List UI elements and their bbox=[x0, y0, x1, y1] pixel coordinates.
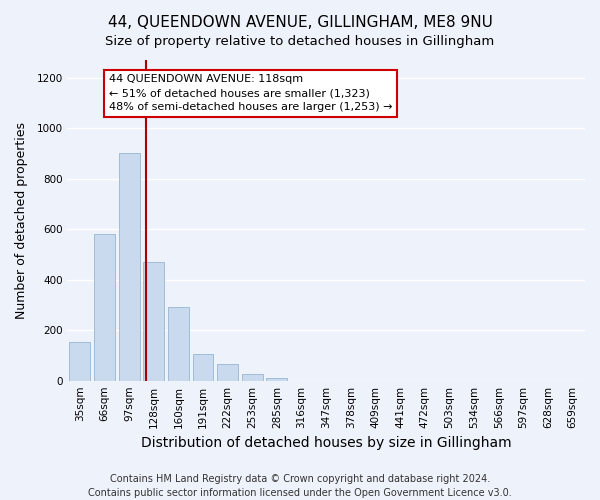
Y-axis label: Number of detached properties: Number of detached properties bbox=[15, 122, 28, 319]
Bar bbox=[193, 354, 214, 380]
Text: Contains HM Land Registry data © Crown copyright and database right 2024.
Contai: Contains HM Land Registry data © Crown c… bbox=[88, 474, 512, 498]
Bar bbox=[266, 378, 287, 380]
Bar bbox=[69, 342, 90, 380]
Text: 44 QUEENDOWN AVENUE: 118sqm
← 51% of detached houses are smaller (1,323)
48% of : 44 QUEENDOWN AVENUE: 118sqm ← 51% of det… bbox=[109, 74, 392, 112]
Bar bbox=[94, 234, 115, 380]
Bar bbox=[217, 364, 238, 380]
Bar bbox=[168, 308, 189, 380]
Bar bbox=[119, 154, 140, 380]
Text: 44, QUEENDOWN AVENUE, GILLINGHAM, ME8 9NU: 44, QUEENDOWN AVENUE, GILLINGHAM, ME8 9N… bbox=[107, 15, 493, 30]
Bar bbox=[143, 262, 164, 380]
Bar bbox=[242, 374, 263, 380]
Text: Size of property relative to detached houses in Gillingham: Size of property relative to detached ho… bbox=[106, 35, 494, 48]
X-axis label: Distribution of detached houses by size in Gillingham: Distribution of detached houses by size … bbox=[141, 436, 512, 450]
